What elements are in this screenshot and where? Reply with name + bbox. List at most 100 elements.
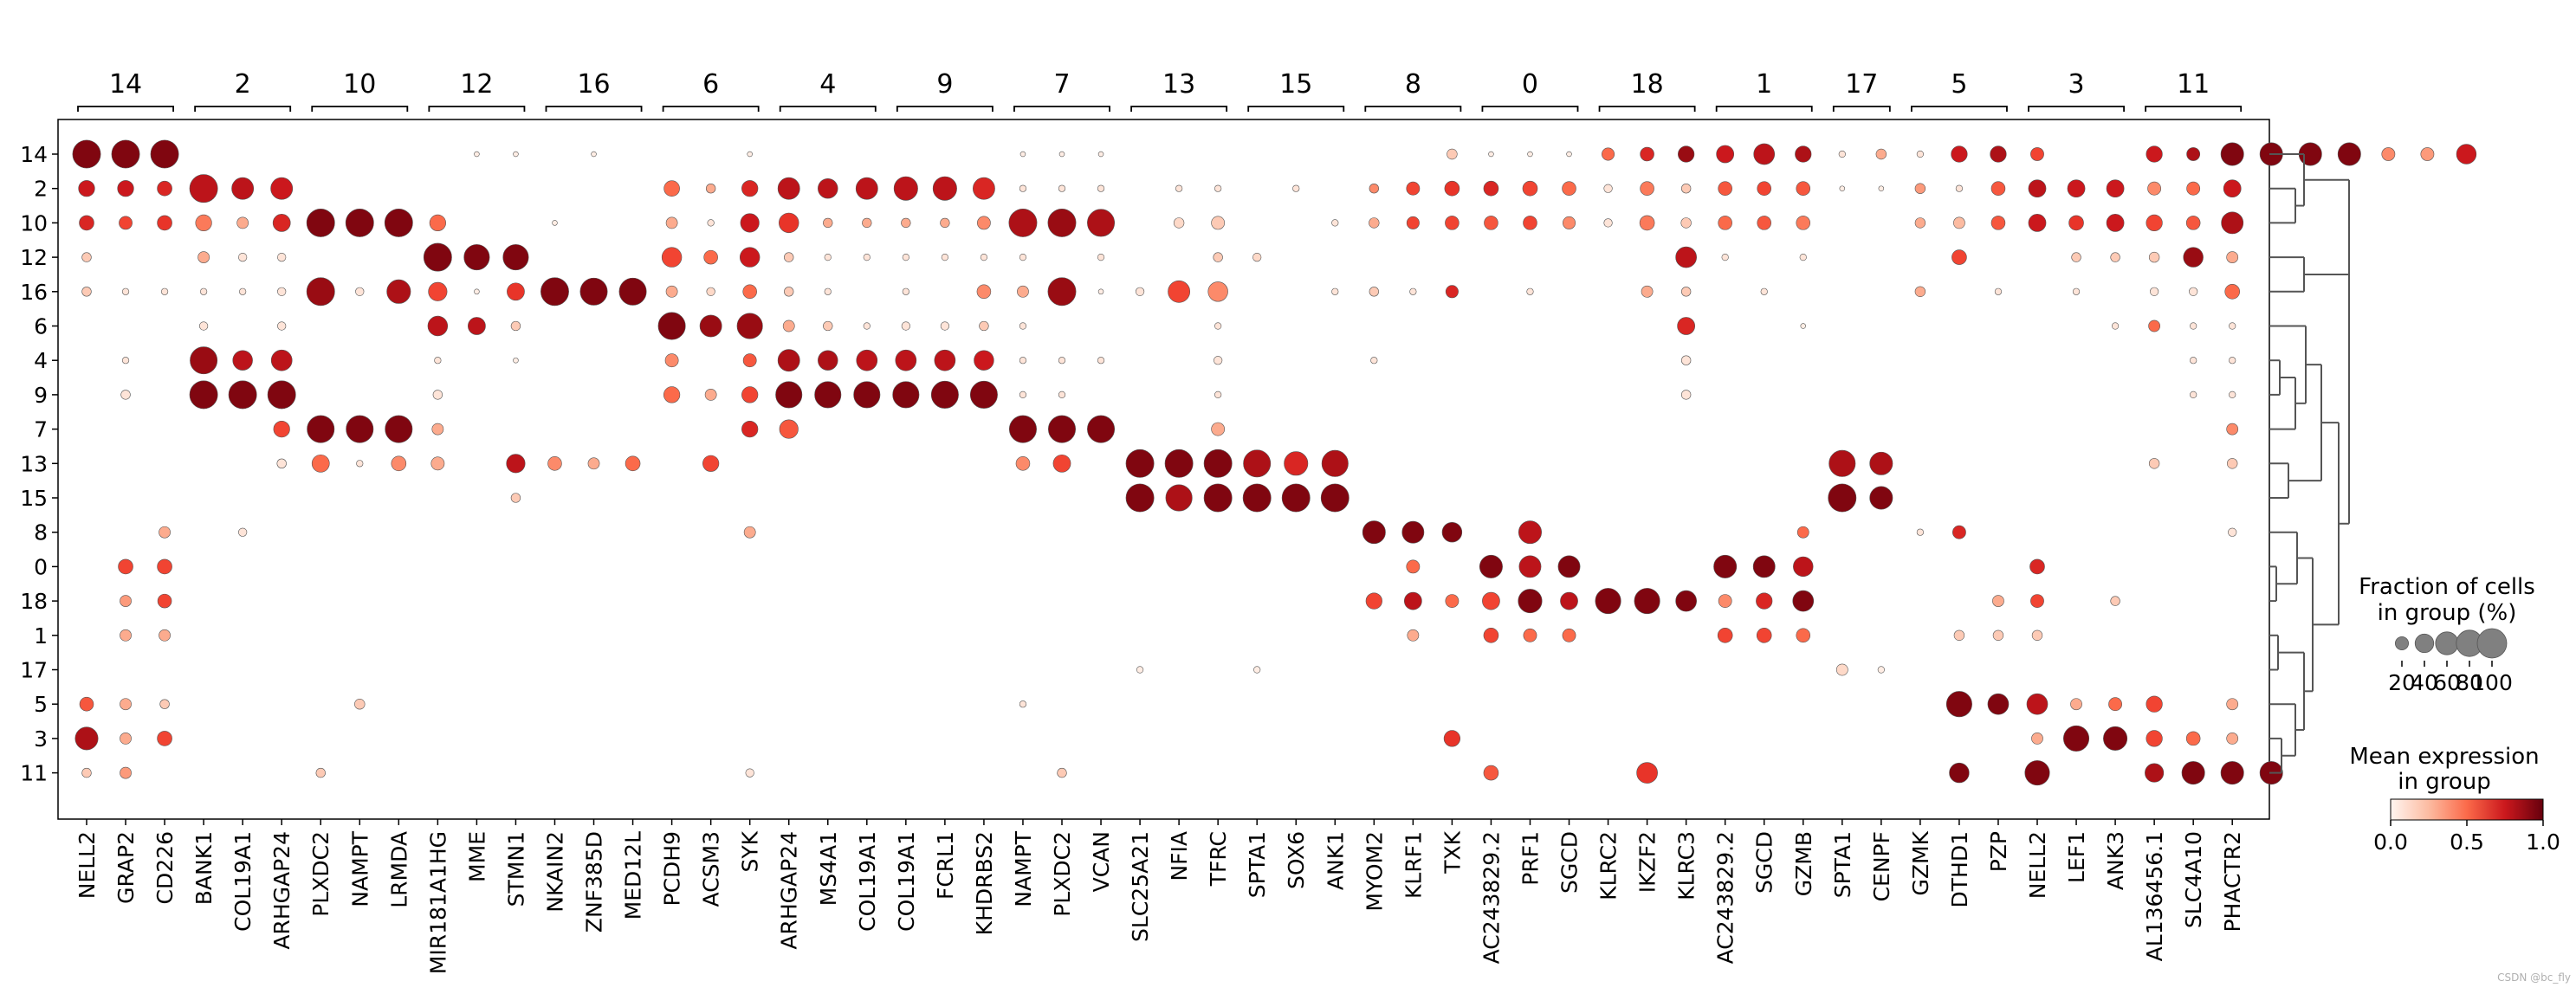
gene-label: DTHD1 [1947, 831, 1972, 907]
dot [657, 312, 686, 340]
dot [120, 733, 132, 745]
gene-label: VCAN [1089, 831, 1114, 892]
dot [703, 249, 718, 265]
row-label: 5 [34, 692, 48, 717]
dot [238, 527, 248, 537]
row-label: 18 [20, 589, 48, 614]
dot [853, 381, 881, 409]
dot [1409, 287, 1417, 295]
dot [157, 558, 172, 575]
dot [111, 139, 140, 169]
dot [119, 216, 133, 230]
dot [1718, 181, 1732, 196]
row-labels: 14 2 10 12 16 6 4 9 7 13 15 8 0 18 1 17 5 3 11 [20, 142, 58, 786]
group-bracket [662, 106, 760, 112]
dot [824, 254, 832, 261]
group-bracket [1598, 106, 1696, 112]
dot [1680, 355, 1692, 365]
dot [2183, 247, 2204, 268]
dot [625, 455, 641, 472]
dot [1796, 628, 1811, 643]
dot [1445, 216, 1460, 230]
dot [1641, 285, 1654, 298]
dot [2226, 423, 2239, 436]
dot [2146, 695, 2163, 713]
group-bracket [1910, 106, 2008, 112]
dot [976, 284, 992, 300]
dot [823, 320, 833, 332]
size-legend-dot [2394, 636, 2409, 651]
dot [1992, 595, 2004, 607]
dot [1058, 390, 1066, 399]
dot [430, 456, 445, 471]
gene-label: CD226 [152, 831, 178, 904]
dot [741, 180, 759, 197]
dot [863, 322, 871, 330]
row-label: 13 [20, 451, 48, 476]
dot [664, 353, 679, 368]
dot [1401, 520, 1425, 544]
gene-label: SPTA1 [1245, 831, 1270, 898]
dot [276, 458, 287, 468]
row-label: 4 [34, 348, 48, 373]
dot [1019, 254, 1027, 261]
gene-label: NKAIN2 [542, 831, 567, 913]
dot [474, 151, 480, 158]
gene-labels: NELL2 GRAP2 CD226 BANK1 COL19A1 ARHGAP24 PLXDC… [74, 819, 2245, 974]
dot [699, 314, 722, 338]
gene-label: SGCD [1557, 831, 1582, 894]
dot [1097, 357, 1105, 365]
dot [277, 287, 287, 296]
watermark-note: CSDN @bc_fly [2497, 971, 2571, 984]
dot [547, 456, 562, 471]
dot [702, 455, 720, 472]
dot [120, 698, 132, 711]
gene-label: MIR181A1HG [425, 831, 450, 974]
dot [2146, 730, 2163, 747]
row-label: 15 [20, 486, 48, 511]
gene-label: BANK1 [191, 831, 217, 905]
dot [2226, 251, 2239, 263]
dot [2186, 147, 2201, 161]
row-label: 10 [20, 210, 48, 236]
dot [1680, 390, 1692, 400]
dot [2028, 179, 2047, 198]
gene-label: MED12L [621, 831, 646, 920]
dot [510, 493, 521, 503]
dot [1203, 449, 1233, 478]
group-label: 6 [702, 69, 719, 100]
dot [2072, 287, 2081, 295]
dot [784, 287, 794, 297]
dot [1406, 559, 1421, 574]
dot [1019, 700, 1027, 708]
dot [1792, 590, 1815, 612]
dot [1443, 730, 1461, 747]
dot [1214, 184, 1222, 192]
dot [81, 767, 92, 778]
dot [1636, 762, 1658, 784]
dot [1369, 184, 1379, 194]
dot [468, 317, 486, 335]
dot [355, 287, 365, 296]
dot [1242, 483, 1272, 513]
gene-label: SLC25A21 [1128, 831, 1153, 942]
dot [863, 254, 871, 261]
dot [157, 215, 172, 231]
gene-label: COL19A1 [230, 831, 256, 932]
dot [892, 381, 920, 409]
row-label: 2 [34, 177, 48, 202]
group-bracket [428, 106, 526, 112]
dot [1019, 390, 1027, 399]
dot [1211, 216, 1226, 230]
dot [1796, 216, 1811, 230]
group-bracket [194, 106, 292, 112]
dot [1087, 209, 1116, 237]
group-label: 7 [1053, 69, 1070, 100]
dot [2148, 320, 2161, 332]
group-bracket [1013, 106, 1110, 112]
dot [1875, 148, 1887, 160]
gene-label: KLRF1 [1401, 831, 1426, 899]
gene-label: FCRL1 [933, 831, 958, 900]
dot [384, 208, 413, 237]
